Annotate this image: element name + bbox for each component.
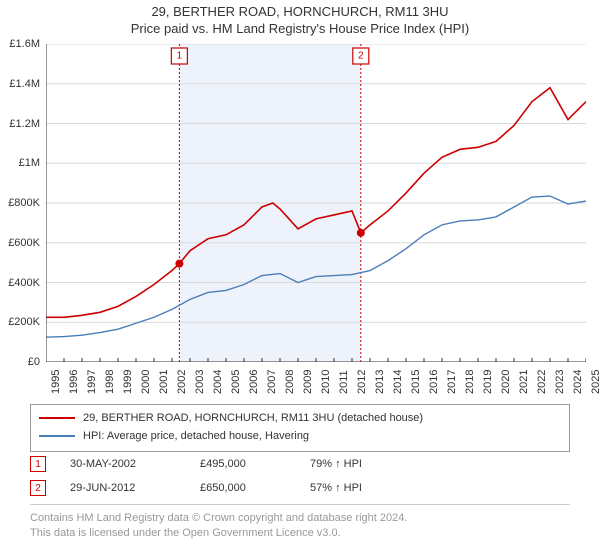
legend-swatch (39, 435, 75, 437)
x-tick-label: 2004 (212, 370, 224, 394)
legend-label: HPI: Average price, detached house, Have… (83, 430, 309, 442)
y-tick-label: £1.4M (9, 78, 40, 90)
x-tick-label: 2014 (392, 370, 404, 394)
x-tick-label: 2013 (374, 370, 386, 394)
sale-row: 1 30-MAY-2002£495,00079% ↑ HPI (30, 452, 570, 476)
x-tick-label: 2012 (356, 370, 368, 394)
x-tick-label: 2015 (410, 370, 422, 394)
y-tick-label: £1M (19, 157, 40, 169)
legend-item: HPI: Average price, detached house, Have… (39, 427, 561, 445)
title-block: 29, BERTHER ROAD, HORNCHURCH, RM11 3HU P… (0, 0, 600, 36)
y-tick-label: £1.6M (9, 38, 40, 50)
x-tick-label: 2011 (338, 370, 350, 394)
footer-line-1: Contains HM Land Registry data © Crown c… (30, 511, 570, 526)
x-tick-label: 2020 (500, 370, 512, 394)
x-tick-label: 2005 (230, 370, 242, 394)
x-tick-label: 2001 (158, 370, 170, 394)
chart-plot-area: 12 (46, 44, 586, 362)
y-tick-label: £200K (8, 316, 40, 328)
x-tick-label: 2018 (464, 370, 476, 394)
sale-price: £495,000 (200, 458, 310, 470)
y-tick-label: £800K (8, 197, 40, 209)
legend-box: 29, BERTHER ROAD, HORNCHURCH, RM11 3HU (… (30, 404, 570, 452)
footer-line-2: This data is licensed under the Open Gov… (30, 526, 570, 541)
x-tick-label: 2024 (572, 370, 584, 394)
sale-date: 30-MAY-2002 (70, 458, 200, 470)
sale-marker-icon: 1 (30, 456, 46, 472)
chart-subtitle: Price paid vs. HM Land Registry's House … (0, 21, 600, 36)
y-tick-label: £600K (8, 237, 40, 249)
sales-table: 1 30-MAY-2002£495,00079% ↑ HPI 2 29-JUN-201… (30, 452, 570, 500)
x-tick-label: 2023 (554, 370, 566, 394)
x-tick-label: 2008 (284, 370, 296, 394)
x-tick-label: 1998 (104, 370, 116, 394)
x-tick-label: 1999 (122, 370, 134, 394)
x-axis-labels: 1995 1996 1997 1998 1999 2000 2001 2002 2003 2004… (46, 362, 586, 402)
sale-marker-icon: 2 (30, 480, 46, 496)
chart-title: 29, BERTHER ROAD, HORNCHURCH, RM11 3HU (0, 4, 600, 19)
sale-date: 29-JUN-2012 (70, 482, 200, 494)
x-tick-label: 2000 (140, 370, 152, 394)
x-tick-label: 2017 (446, 370, 458, 394)
svg-text:2: 2 (358, 51, 364, 62)
sale-pct: 57% ↑ HPI (310, 482, 460, 494)
legend-label: 29, BERTHER ROAD, HORNCHURCH, RM11 3HU (… (83, 412, 423, 424)
x-tick-label: 2007 (266, 370, 278, 394)
x-tick-label: 2003 (194, 370, 206, 394)
x-tick-label: 2006 (248, 370, 260, 394)
sale-pct: 79% ↑ HPI (310, 458, 460, 470)
legend-swatch (39, 417, 75, 419)
x-tick-label: 2009 (302, 370, 314, 394)
sale-row: 2 29-JUN-2012£650,00057% ↑ HPI (30, 476, 570, 500)
x-tick-label: 2016 (428, 370, 440, 394)
x-tick-label: 2022 (536, 370, 548, 394)
x-tick-label: 2002 (176, 370, 188, 394)
x-tick-label: 2019 (482, 370, 494, 394)
legend-item: 29, BERTHER ROAD, HORNCHURCH, RM11 3HU (… (39, 409, 561, 427)
x-tick-label: 1997 (86, 370, 98, 394)
x-tick-label: 1995 (50, 370, 62, 394)
y-axis-labels: £0£200K£400K£600K£800K£1M£1.2M£1.4M£1.6M (0, 44, 44, 362)
page-root: 29, BERTHER ROAD, HORNCHURCH, RM11 3HU P… (0, 0, 600, 560)
x-tick-label: 2025 (590, 370, 600, 394)
chart-svg: 12 (46, 44, 586, 362)
y-tick-label: £400K (8, 277, 40, 289)
svg-text:1: 1 (177, 51, 183, 62)
y-tick-label: £0 (28, 356, 40, 368)
sale-price: £650,000 (200, 482, 310, 494)
footer-attribution: Contains HM Land Registry data © Crown c… (30, 504, 570, 542)
y-tick-label: £1.2M (9, 118, 40, 130)
x-tick-label: 2021 (518, 370, 530, 394)
x-tick-label: 1996 (68, 370, 80, 394)
x-tick-label: 2010 (320, 370, 332, 394)
